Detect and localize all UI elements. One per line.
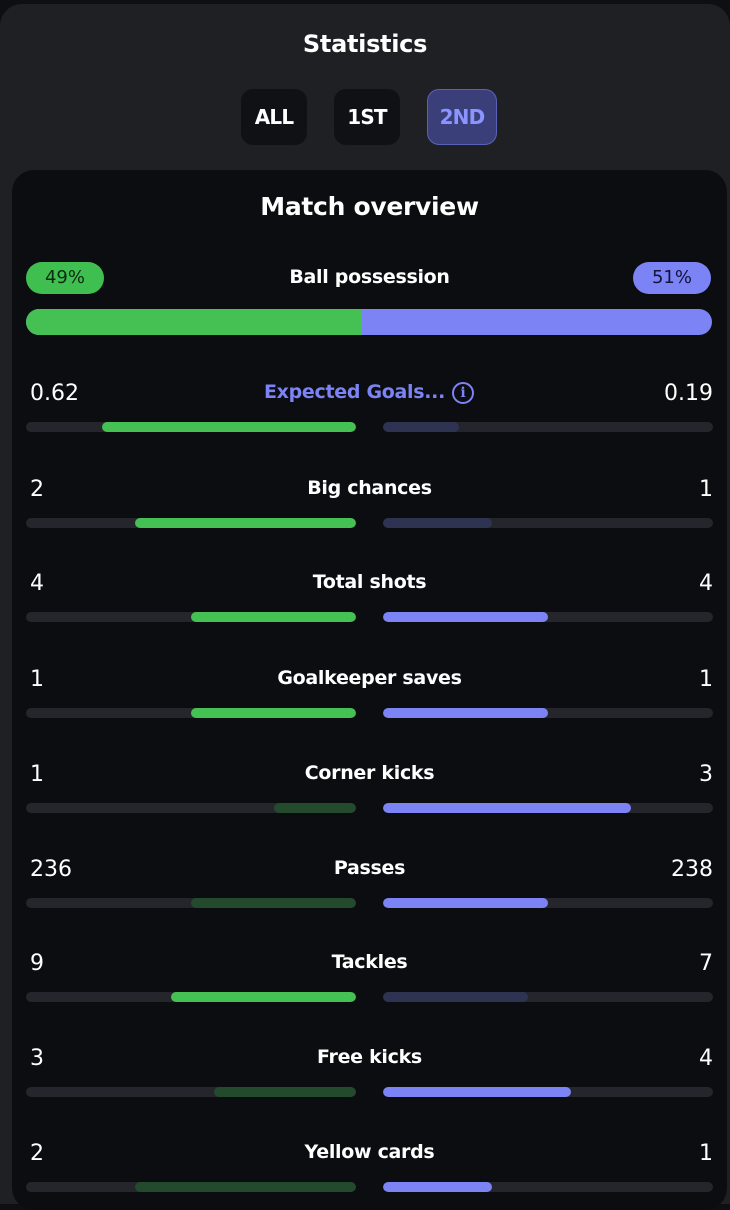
stat-row: 1 Corner kicks 3 (12, 754, 727, 824)
stat-home-value: 236 (30, 857, 72, 882)
stat-home-value: 9 (30, 951, 44, 976)
stat-away-track (383, 1182, 713, 1192)
stat-away-value: 4 (699, 1046, 713, 1071)
stat-away-fill (383, 992, 529, 1002)
stat-label: Yellow cards (304, 1141, 435, 1163)
stat-away-fill (383, 612, 548, 622)
tab-2nd[interactable]: 2ND (427, 89, 497, 145)
match-overview-title: Match overview (260, 192, 479, 221)
stat-away-fill (383, 1087, 572, 1097)
possession-home-value: 49% (26, 262, 104, 294)
stat-away-fill (383, 422, 459, 432)
stat-home-track (26, 1182, 356, 1192)
stat-away-value: 1 (699, 477, 713, 502)
stat-away-track (383, 422, 713, 432)
tab-all[interactable]: ALL (241, 89, 307, 145)
stat-home-track (26, 422, 356, 432)
stat-row: 236 Passes 238 (12, 849, 727, 919)
stat-label: Goalkeeper saves (277, 667, 462, 689)
stat-home-track (26, 803, 356, 813)
stat-away-track (383, 612, 713, 622)
period-tabs: ALL 1ST 2ND (0, 89, 730, 145)
stat-home-track (26, 992, 356, 1002)
stat-home-value: 3 (30, 1046, 44, 1071)
stat-label: Passes (333, 857, 406, 879)
stat-row: 9 Tackles 7 (12, 943, 727, 1013)
stat-away-value: 7 (699, 951, 713, 976)
possession-away-value: 51% (633, 262, 711, 294)
stat-home-value: 1 (30, 762, 44, 787)
stat-away-track (383, 708, 713, 718)
stat-home-track (26, 708, 356, 718)
info-icon[interactable]: i (452, 382, 474, 404)
stat-away-fill (383, 898, 548, 908)
stat-away-value: 4 (699, 571, 713, 596)
match-overview-card: Match overview 49% Ball possession 51% 0… (12, 170, 727, 1210)
stat-home-fill (191, 612, 356, 622)
stat-home-fill (191, 708, 356, 718)
stat-away-track (383, 803, 713, 813)
stat-row: 2 Yellow cards 1 (12, 1133, 727, 1203)
stat-home-fill (134, 518, 356, 528)
stat-away-track (383, 1087, 713, 1097)
stat-home-fill (214, 1087, 356, 1097)
stat-away-value: 3 (699, 762, 713, 787)
stat-label: Big chances (307, 477, 432, 499)
stat-label-link[interactable]: Expected Goals... (263, 381, 445, 403)
stat-home-value: 1 (30, 667, 44, 692)
stat-row: 1 Goalkeeper saves 1 (12, 659, 727, 729)
stat-row: 3 Free kicks 4 (12, 1038, 727, 1108)
stat-home-fill (273, 803, 356, 813)
stat-away-fill (383, 518, 492, 528)
stat-home-fill (134, 1182, 356, 1192)
stat-home-track (26, 612, 356, 622)
stat-away-value: 1 (699, 1141, 713, 1166)
stat-away-track (383, 898, 713, 908)
stat-home-track (26, 518, 356, 528)
stat-home-fill (171, 992, 356, 1002)
stat-home-value: 0.62 (30, 381, 79, 406)
stat-away-track (383, 992, 713, 1002)
stat-away-fill (383, 1182, 492, 1192)
possession-bar (26, 309, 712, 335)
possession-label: Ball possession (289, 266, 450, 288)
stat-home-value: 4 (30, 571, 44, 596)
panel-title: Statistics (302, 30, 428, 58)
tab-1st[interactable]: 1ST (334, 89, 400, 145)
stat-home-track (26, 898, 356, 908)
stat-away-fill (383, 803, 631, 813)
stat-away-value: 1 (699, 667, 713, 692)
stat-away-value: 238 (671, 857, 713, 882)
stat-home-value: 2 (30, 477, 44, 502)
stat-row: 2 Big chances 1 (12, 469, 727, 539)
stat-label: Free kicks (317, 1046, 422, 1068)
stat-home-track (26, 1087, 356, 1097)
stat-home-fill (191, 898, 356, 908)
stat-row: 4 Total shots 4 (12, 563, 727, 633)
stat-home-fill (101, 422, 356, 432)
stat-away-track (383, 518, 713, 528)
stat-label: Corner kicks (304, 762, 435, 784)
stat-away-value: 0.19 (664, 381, 713, 406)
possession-home-fill (26, 309, 363, 335)
stat-label: Tackles (331, 951, 408, 973)
stat-home-value: 2 (30, 1141, 44, 1166)
stat-row: 0.62 Expected Goals... i 0.19 (12, 373, 727, 443)
stat-label: Total shots (312, 571, 427, 593)
stat-away-fill (383, 708, 548, 718)
